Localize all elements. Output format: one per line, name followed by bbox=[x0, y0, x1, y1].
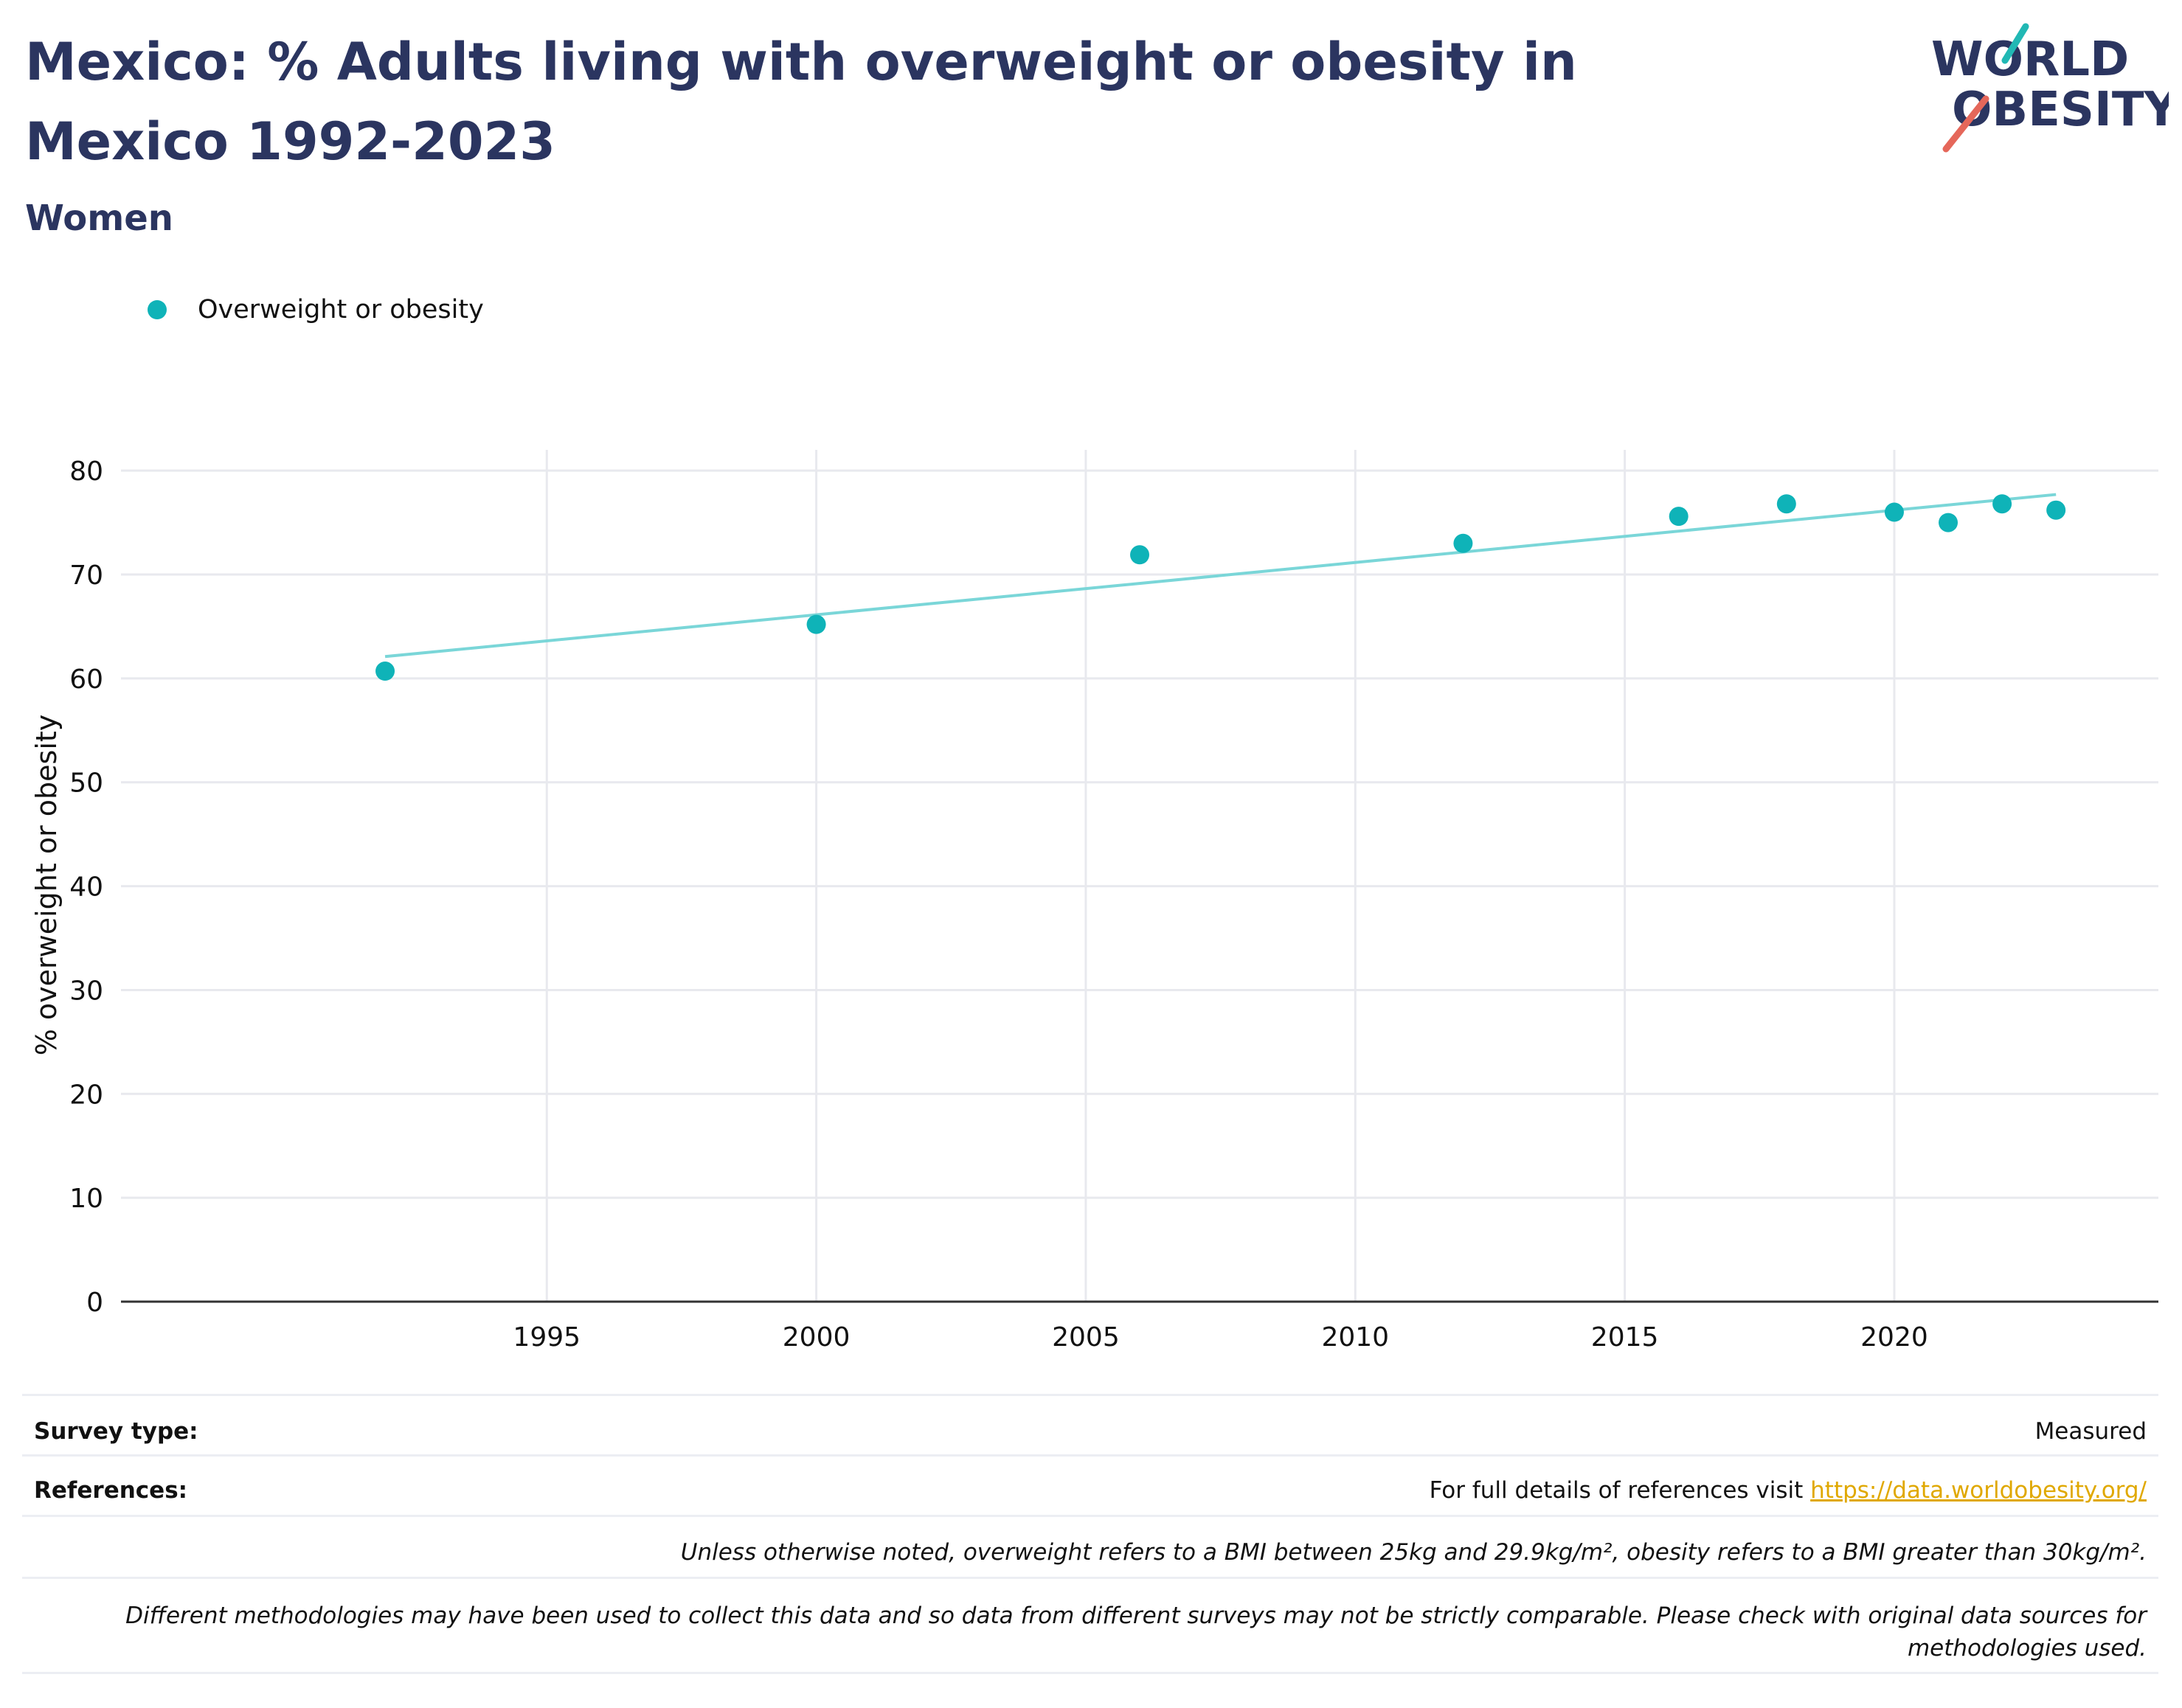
methodology-note: Different methodologies may have been us… bbox=[22, 1600, 2147, 1664]
data-point bbox=[375, 662, 395, 681]
x-tick-label: 2015 bbox=[1591, 1322, 1659, 1353]
x-tick-label: 2000 bbox=[783, 1322, 851, 1353]
chart-subtitle: Women bbox=[25, 198, 173, 239]
x-tick-label: 1995 bbox=[513, 1322, 581, 1353]
x-tick-label: 2020 bbox=[1860, 1322, 1928, 1353]
survey-type-value: Measured bbox=[2034, 1418, 2147, 1445]
data-point bbox=[1453, 533, 1473, 553]
trendline-layer bbox=[384, 493, 2057, 659]
circle-marker-icon bbox=[148, 300, 167, 319]
data-point bbox=[1884, 502, 1904, 522]
y-tick-label: 20 bbox=[69, 1080, 103, 1110]
data-points bbox=[375, 494, 2066, 681]
footer-survey-row: Survey type: Measured bbox=[22, 1394, 2158, 1457]
survey-type-label: Survey type: bbox=[34, 1418, 198, 1445]
references-link[interactable]: https://data.worldobesity.org/ bbox=[1810, 1477, 2147, 1504]
data-point bbox=[806, 614, 826, 634]
chart-axes: 0 10 20 30 40 50 60 70 80 1995 2000 2005 2010 2015 202… bbox=[69, 456, 2158, 1353]
bmi-definition-note: Unless otherwise noted, overweight refer… bbox=[680, 1539, 2147, 1566]
y-tick-label: 70 bbox=[69, 560, 103, 591]
footer-note2-row: Different methodologies may have been us… bbox=[22, 1577, 2158, 1674]
data-point bbox=[1130, 545, 1149, 565]
y-tick-label: 30 bbox=[69, 976, 103, 1006]
references-value: For full details of references visit htt… bbox=[1430, 1477, 2147, 1504]
legend: Overweight or obesity bbox=[148, 295, 484, 324]
data-point bbox=[1776, 494, 1796, 514]
y-tick-label: 10 bbox=[69, 1184, 103, 1214]
data-point bbox=[2046, 500, 2066, 520]
logo-line2: OBESITY bbox=[1952, 83, 2169, 137]
data-point bbox=[1939, 513, 1958, 532]
y-tick-label: 0 bbox=[86, 1288, 103, 1318]
x-tick-label: 2010 bbox=[1321, 1322, 1389, 1353]
chart-grid bbox=[121, 450, 2158, 1302]
world-obesity-logo: WORLD OBESITY bbox=[1903, 22, 2178, 155]
chart-area: 0 10 20 30 40 50 60 70 80 1995 2000 2005 2010 2015 202… bbox=[30, 450, 2158, 1353]
data-point bbox=[1992, 494, 2012, 514]
footer-references-row: References: For full details of referenc… bbox=[22, 1454, 2158, 1517]
data-point bbox=[1669, 507, 1689, 527]
y-tick-label: 50 bbox=[69, 768, 103, 799]
legend-label: Overweight or obesity bbox=[198, 295, 484, 324]
page-title: Mexico: % Adults living with overweight … bbox=[25, 32, 1577, 172]
y-axis-title: % overweight or obesity bbox=[30, 715, 63, 1056]
footer-note1-row: Unless otherwise noted, overweight refer… bbox=[22, 1515, 2158, 1579]
y-tick-label: 80 bbox=[69, 456, 103, 487]
methodology-note-line2: methodologies used. bbox=[1907, 1635, 2147, 1662]
x-tick-label: 2005 bbox=[1052, 1322, 1120, 1353]
logo-line1: WORLD bbox=[1931, 32, 2129, 87]
y-tick-label: 60 bbox=[69, 664, 103, 695]
y-tick-label: 40 bbox=[69, 872, 103, 903]
references-text: For full details of references visit bbox=[1429, 1477, 1804, 1504]
methodology-note-line1: Different methodologies may have been us… bbox=[125, 1603, 2147, 1629]
references-label: References: bbox=[34, 1477, 188, 1504]
trendline bbox=[384, 493, 2057, 659]
